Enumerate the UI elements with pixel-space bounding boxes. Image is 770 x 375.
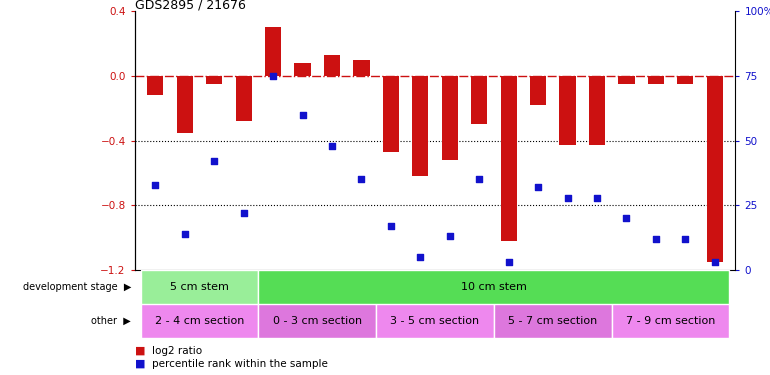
Bar xyxy=(176,76,193,132)
Text: 3 - 5 cm section: 3 - 5 cm section xyxy=(390,316,480,326)
Point xyxy=(267,73,280,79)
Text: 10 cm stem: 10 cm stem xyxy=(461,282,527,292)
Point xyxy=(179,231,191,237)
Bar xyxy=(377,304,494,338)
Point xyxy=(621,215,633,221)
Bar xyxy=(259,304,377,338)
Bar xyxy=(500,76,517,241)
Bar xyxy=(707,76,723,262)
Bar xyxy=(141,304,259,338)
Bar xyxy=(648,76,664,84)
Bar xyxy=(147,76,163,95)
Point xyxy=(473,177,485,183)
Point xyxy=(237,210,249,216)
Text: ■: ■ xyxy=(135,359,149,369)
Point xyxy=(650,236,662,242)
Point xyxy=(296,112,309,118)
Point xyxy=(414,254,427,260)
Point xyxy=(591,195,603,201)
Bar xyxy=(471,76,487,124)
Point xyxy=(708,259,721,265)
Bar xyxy=(206,76,223,84)
Point xyxy=(561,195,574,201)
Bar xyxy=(236,76,252,121)
Text: other  ▶: other ▶ xyxy=(91,316,131,326)
Bar xyxy=(265,27,281,76)
Bar xyxy=(324,55,340,76)
Point xyxy=(149,182,162,188)
Point xyxy=(355,177,367,183)
Text: 5 cm stem: 5 cm stem xyxy=(170,282,229,292)
Point xyxy=(532,184,544,190)
Bar xyxy=(677,76,694,84)
Bar xyxy=(611,304,729,338)
Text: 7 - 9 cm section: 7 - 9 cm section xyxy=(626,316,715,326)
Bar xyxy=(353,60,370,76)
Point xyxy=(503,259,515,265)
Point xyxy=(385,223,397,229)
Bar xyxy=(294,63,310,76)
Text: development stage  ▶: development stage ▶ xyxy=(22,282,131,292)
Bar xyxy=(442,76,458,160)
Text: 0 - 3 cm section: 0 - 3 cm section xyxy=(273,316,362,326)
Bar xyxy=(618,76,634,84)
Text: ■: ■ xyxy=(135,346,149,355)
Point xyxy=(444,233,456,239)
Bar xyxy=(589,76,605,146)
Bar xyxy=(141,270,259,304)
Point xyxy=(326,143,338,149)
Text: 2 - 4 cm section: 2 - 4 cm section xyxy=(155,316,244,326)
Text: percentile rank within the sample: percentile rank within the sample xyxy=(152,359,327,369)
Text: 5 - 7 cm section: 5 - 7 cm section xyxy=(508,316,598,326)
Text: GDS2895 / 21676: GDS2895 / 21676 xyxy=(135,0,246,11)
Bar xyxy=(494,304,611,338)
Text: log2 ratio: log2 ratio xyxy=(152,346,202,355)
Bar xyxy=(560,76,576,146)
Point xyxy=(208,158,220,164)
Point xyxy=(679,236,691,242)
Bar xyxy=(259,270,729,304)
Bar xyxy=(530,76,546,105)
Bar xyxy=(383,76,399,152)
Bar xyxy=(412,76,428,176)
